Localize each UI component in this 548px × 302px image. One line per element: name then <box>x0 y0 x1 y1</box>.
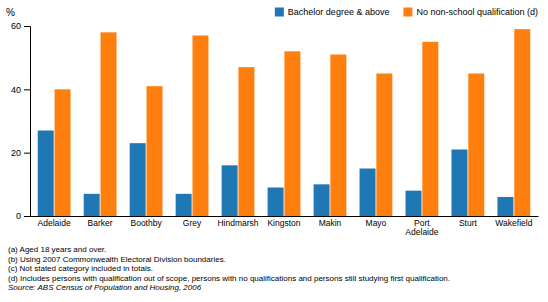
legend-item: Bachelor degree & above <box>275 7 390 17</box>
axis-line <box>24 27 31 217</box>
tick-label: Barker <box>88 218 113 228</box>
tick-label: Hindmarsh <box>217 218 258 228</box>
chart: 0 20 40 60 Adelaide Barker Boothby Grey Hindmars… <box>0 0 548 302</box>
footnote: (d) Includes persons with qualification … <box>8 274 450 283</box>
tick-label-line: Barker <box>88 218 113 228</box>
tick: Kingston <box>267 218 300 228</box>
tick: 60 <box>11 21 30 31</box>
tick-mark <box>24 216 30 217</box>
tick-label-line: Makin <box>319 218 342 228</box>
bar <box>238 67 254 216</box>
bar-series <box>55 29 531 216</box>
footnotes: (a) Aged 18 years and over.(b) Using 200… <box>8 245 450 292</box>
tick-label-line: Wakefield <box>495 218 532 228</box>
tick-label-line: Kingston <box>267 218 300 228</box>
tick-label: 20 <box>11 148 21 158</box>
bar <box>130 143 146 216</box>
bar <box>451 150 467 217</box>
tick-label-line: Sturt <box>459 218 478 228</box>
bar <box>84 194 100 216</box>
bar <box>406 191 422 216</box>
legend-swatch <box>403 8 412 17</box>
tick-label: Kingston <box>267 218 300 228</box>
tick: Barker <box>88 218 113 228</box>
footnote: (a) Aged 18 years and over. <box>8 245 106 254</box>
tick: 20 <box>11 148 30 158</box>
tick-label-line: Grey <box>183 218 202 228</box>
bar <box>497 197 513 216</box>
tick: 0 <box>16 211 30 221</box>
bar <box>330 55 346 217</box>
tick-label-line: Hindmarsh <box>217 218 258 228</box>
tick-label-line: Adelaide <box>405 227 438 237</box>
tick-label: Mayo <box>366 218 387 228</box>
tick: Mayo <box>366 218 387 228</box>
tick-label: Grey <box>183 218 202 228</box>
legend-label: No non-school qualification (d) <box>416 7 538 17</box>
tick-mark <box>24 26 30 27</box>
bar <box>284 51 300 216</box>
bar <box>176 194 192 216</box>
bar <box>222 165 238 216</box>
tick-label: Sturt <box>459 218 478 228</box>
tick-mark <box>24 153 30 154</box>
tick: Boothby <box>130 218 162 228</box>
x-axis: Adelaide Barker Boothby Grey Hindmarsh Kingst… <box>31 217 539 238</box>
tick-label: 60 <box>11 21 21 31</box>
tick-label-line: Boothby <box>130 218 162 228</box>
tick: Adelaide <box>38 218 71 228</box>
tick-label-line: Mayo <box>366 218 387 228</box>
bar <box>101 32 117 216</box>
bar <box>514 29 530 216</box>
tick: 40 <box>11 85 30 95</box>
bar <box>314 184 330 216</box>
tick-label: Makin <box>319 218 342 228</box>
bar <box>147 86 163 216</box>
bar <box>360 169 376 217</box>
legend: Bachelor degree & above No non-school qua… <box>275 7 538 17</box>
y-axis-label: % <box>6 7 15 18</box>
tick-mark <box>24 89 30 90</box>
bar <box>376 74 392 217</box>
tick: Sturt <box>459 218 478 228</box>
tick-label: 0 <box>16 211 21 221</box>
tick-label-line: Adelaide <box>38 218 71 228</box>
bar <box>422 42 438 216</box>
tick: Hindmarsh <box>217 218 258 228</box>
bars <box>38 29 531 216</box>
footnote: (c) Not stated category included in tota… <box>8 264 153 273</box>
tick-label: Boothby <box>130 218 162 228</box>
legend-item: No non-school qualification (d) <box>403 7 538 17</box>
footnote: (b) Using 2007 Commonwealth Electoral Di… <box>8 255 226 264</box>
tick: PortAdelaide <box>405 218 438 237</box>
bar <box>468 74 484 217</box>
tick-label: Wakefield <box>495 218 532 228</box>
tick-label: PortAdelaide <box>405 218 438 237</box>
bar <box>192 36 208 217</box>
y-axis: 0 20 40 60 <box>11 21 31 221</box>
axis-line <box>31 216 539 217</box>
bar <box>55 89 71 216</box>
bar <box>38 131 54 217</box>
tick: Grey <box>183 218 202 228</box>
tick: Makin <box>319 218 342 228</box>
bar <box>268 188 284 217</box>
tick-label: 40 <box>11 85 21 95</box>
legend-swatch <box>275 8 284 17</box>
tick-label: Adelaide <box>38 218 71 228</box>
tick: Wakefield <box>495 218 532 228</box>
legend-label: Bachelor degree & above <box>288 7 390 17</box>
footnote: Source: ABS Census of Population and Hou… <box>8 283 202 292</box>
